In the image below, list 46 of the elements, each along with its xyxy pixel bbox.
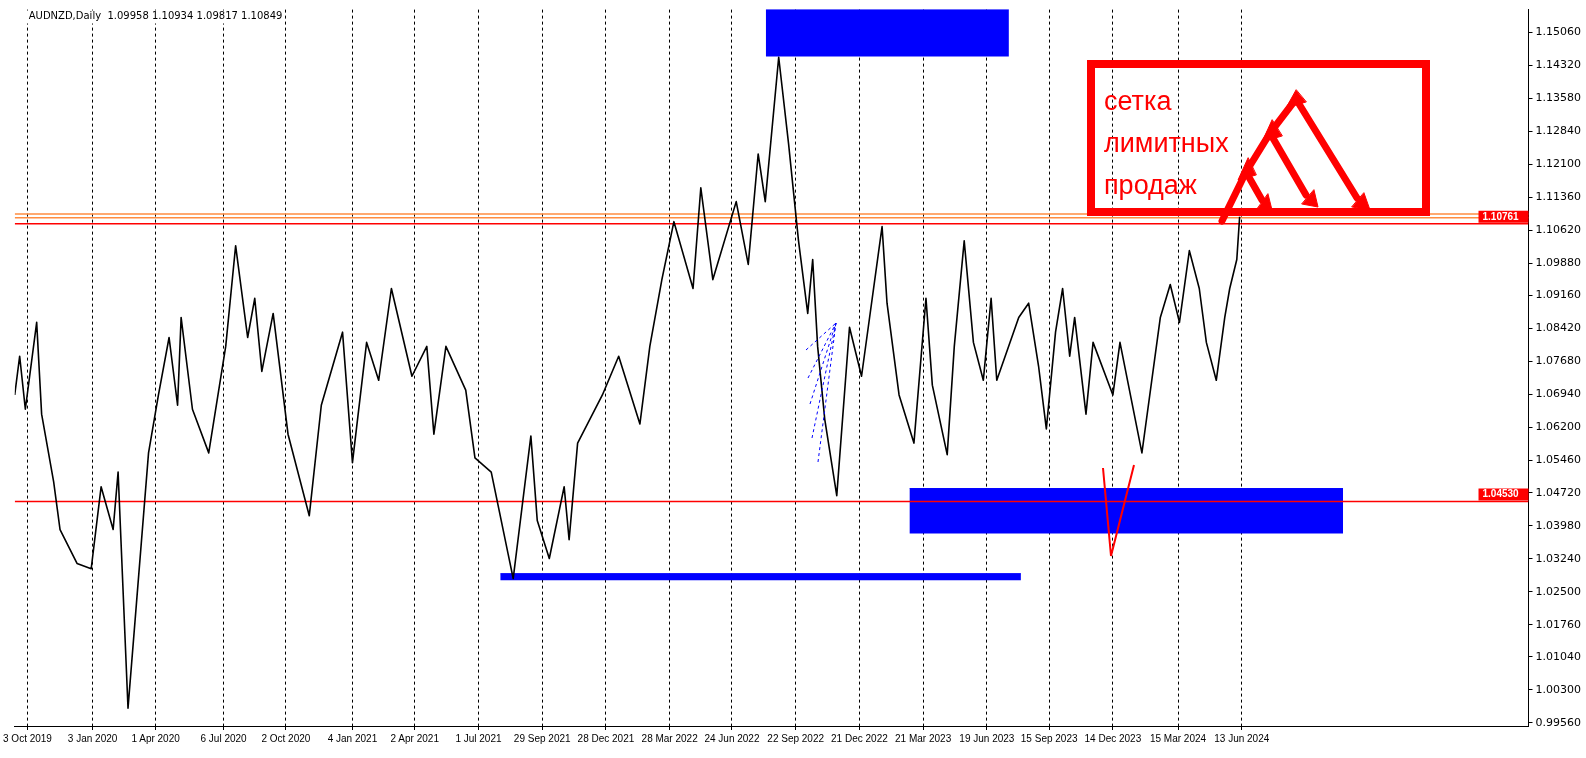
y-tick-label: 0.99560: [1535, 715, 1582, 729]
y-tick-label: 1.12840: [1535, 124, 1582, 138]
y-tick-label: 1.02500: [1535, 584, 1582, 598]
annotation: сетка лимитных продаж: [1104, 85, 1230, 202]
y-tick-label: 1.01760: [1535, 617, 1582, 631]
x-tick-label: 1 Apr 2020: [131, 732, 181, 744]
y-tick-label: 1.06200: [1535, 419, 1582, 433]
y-tick-label: 1.06940: [1535, 386, 1582, 400]
y-tick-label: 1.10620: [1535, 222, 1582, 236]
x-tick-label: 29 Sep 2021: [513, 732, 572, 744]
x-tick-label: 28 Mar 2022: [641, 732, 699, 744]
x-tick-label: 15 Mar 2024: [1149, 732, 1207, 744]
x-tick-label: 19 Jun 2023: [959, 732, 1015, 744]
y-tick-label: 1.04720: [1535, 485, 1582, 499]
x-tick-label: 24 Jun 2022: [704, 732, 760, 744]
y-tick-label: 1.09880: [1535, 255, 1582, 269]
x-tick-label: 15 Sep 2023: [1020, 732, 1078, 744]
y-tick-label: 1.15060: [1535, 25, 1582, 39]
x-tick-label: 1 Jul 2021: [455, 732, 502, 744]
y-tick-label: 1.00300: [1535, 682, 1582, 696]
y-tick-label: 1.14320: [1535, 58, 1582, 72]
y-tick-label: 1.09160: [1535, 288, 1582, 302]
x-tick-label: 13 Jun 2024: [1214, 732, 1270, 744]
y-tick-label: 1.13580: [1535, 91, 1582, 105]
ref-line-label: 1.04530: [1482, 488, 1520, 500]
y-tick-label: 1.03240: [1535, 551, 1582, 565]
x-tick-label: 21 Mar 2023: [895, 732, 952, 744]
y-tick-label: 1.05460: [1535, 452, 1582, 466]
y-tick-label: 1.03980: [1535, 518, 1582, 532]
chart-title: AUDNZD,Daily 1.09958 1.10934 1.09817 1.10849: [28, 10, 283, 22]
x-tick-label: 6 Jul 2020: [200, 732, 248, 744]
x-tick-label: 3 Jan 2020: [67, 732, 118, 744]
x-tick-label: 3 Oct 2019: [3, 732, 53, 744]
x-tick-label: 2 Apr 2021: [390, 732, 440, 744]
x-tick-label: 28 Dec 2021: [577, 732, 635, 744]
y-tick-label: 1.01040: [1535, 649, 1582, 663]
x-tick-label: 22 Sep 2022: [767, 732, 825, 744]
y-tick-label: 1.08420: [1535, 321, 1582, 335]
ref-line-label: 1.10761: [1482, 210, 1520, 222]
x-tick-label: 2 Oct 2020: [261, 732, 311, 744]
y-tick-label: 1.12100: [1535, 157, 1582, 171]
y-tick-label: 1.07680: [1535, 353, 1582, 367]
y-tick-label: 1.11360: [1535, 190, 1582, 204]
x-tick-label: 4 Jan 2021: [327, 732, 378, 744]
x-tick-label: 14 Dec 2023: [1084, 732, 1142, 744]
x-tick-label: 21 Dec 2022: [831, 732, 889, 744]
